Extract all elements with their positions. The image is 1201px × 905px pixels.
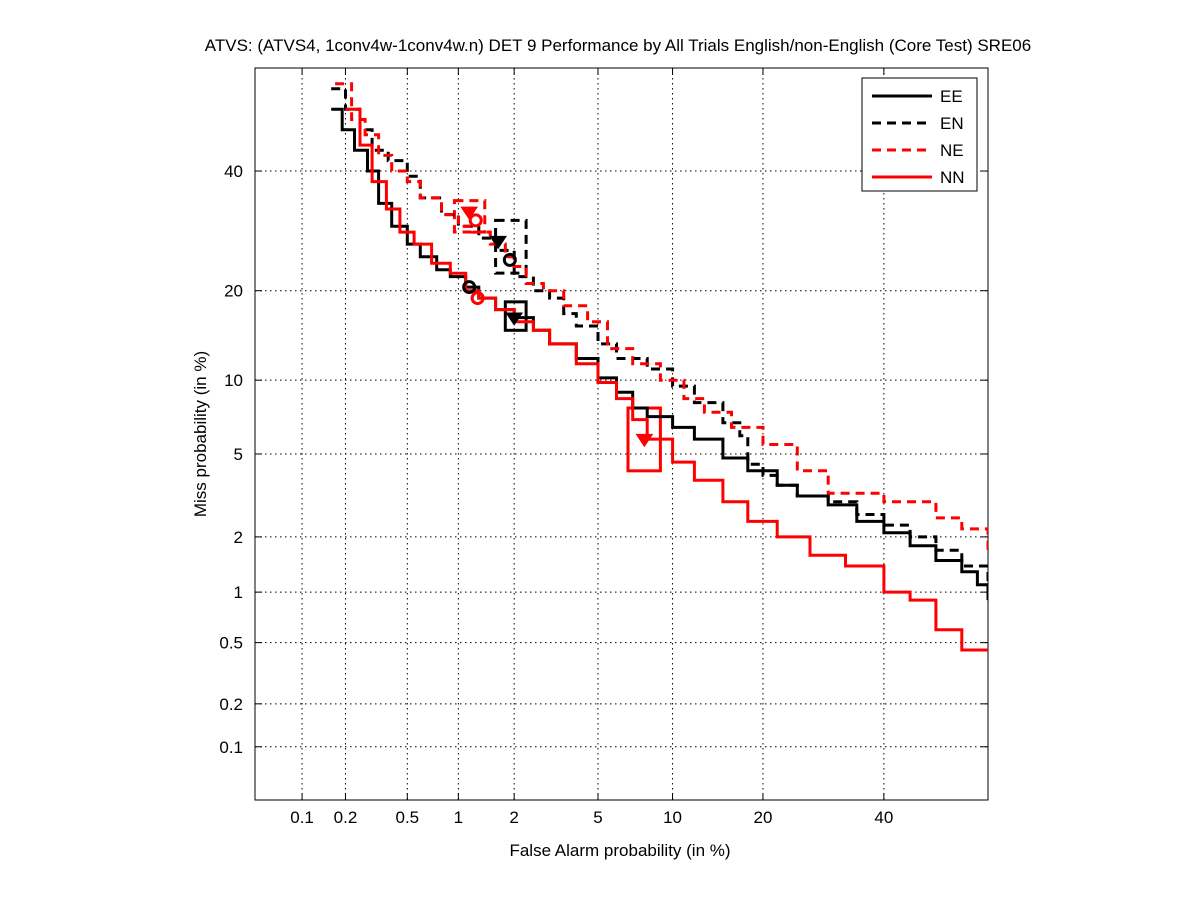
confidence-box-ee: [503, 300, 528, 332]
legend-label-nn: NN: [940, 168, 965, 187]
min-dcf-marker-en: [502, 252, 517, 267]
x-tick-label: 2: [509, 808, 518, 827]
series-lines: [331, 82, 988, 652]
y-tick-label: 20: [224, 282, 243, 301]
x-tick-label: 40: [874, 808, 893, 827]
legend: EE EN NE NN: [861, 77, 978, 192]
y-tick-label: 10: [224, 371, 243, 390]
y-tick-label: 40: [224, 162, 243, 181]
act-dcf-marker-en: [489, 235, 507, 250]
operating-point-markers: [460, 206, 654, 448]
x-axis-label: False Alarm probability (in %): [509, 841, 730, 860]
x-tick-label: 1: [454, 808, 463, 827]
confidence-boxes: [452, 199, 662, 473]
y-tick-label: 0.5: [219, 634, 243, 653]
act-dcf-marker-nn: [635, 433, 654, 448]
legend-label-ee: EE: [940, 87, 963, 106]
axis-ticks: 0.1 0.2 0.5 1 2 5 10 20 40 0.1 0.2 0.5 1 2 5 10 20 40: [219, 68, 988, 827]
y-tick-label: 5: [234, 445, 243, 464]
confidence-box-ne: [452, 199, 487, 234]
plot-area-frame: [254, 67, 989, 801]
min-dcf-marker-ne: [468, 213, 483, 228]
min-dcf-marker-nn: [470, 291, 485, 306]
x-tick-label: 0.5: [395, 808, 419, 827]
act-dcf-marker-ee: [505, 312, 524, 326]
chart-title: ATVS: (ATVS4, 1conv4w-1conv4w.n) DET 9 P…: [205, 36, 1031, 55]
y-tick-label: 2: [234, 528, 243, 547]
y-tick-label: 0.1: [219, 738, 243, 757]
y-tick-label: 1: [234, 583, 243, 602]
series-line-en: [331, 87, 988, 601]
x-tick-label: 0.1: [290, 808, 314, 827]
series-line-nn: [345, 107, 988, 652]
x-tick-label: 0.2: [334, 808, 358, 827]
series-line-ne: [335, 82, 988, 551]
x-tick-label: 20: [754, 808, 773, 827]
y-tick-label: 0.2: [219, 695, 243, 714]
act-dcf-marker-ne: [460, 206, 479, 220]
y-axis-label: Miss probability (in %): [191, 351, 210, 517]
x-tick-label: 5: [593, 808, 602, 827]
min-dcf-marker-ee: [462, 280, 477, 295]
grid: [255, 68, 988, 800]
legend-label-ne: NE: [940, 141, 964, 160]
legend-label-en: EN: [940, 114, 964, 133]
x-tick-label: 10: [663, 808, 682, 827]
